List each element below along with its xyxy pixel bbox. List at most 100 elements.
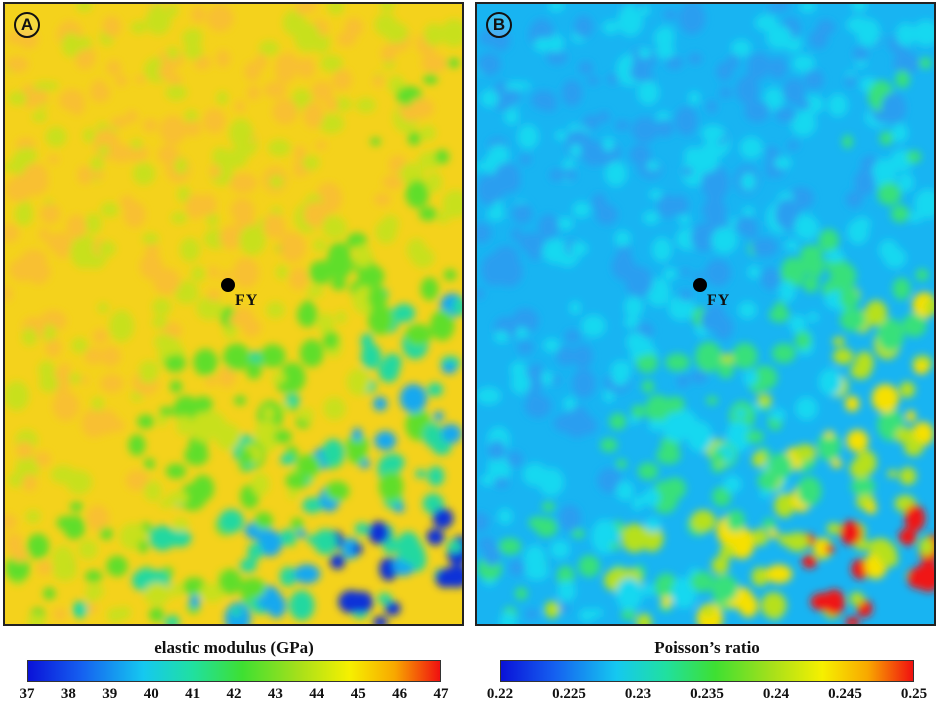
map-texture-blob bbox=[611, 252, 636, 281]
colorbar-tick-label: 0.24 bbox=[762, 686, 790, 702]
map-texture-blob bbox=[93, 169, 105, 181]
well-marker-icon bbox=[693, 278, 707, 292]
map-texture-blob bbox=[47, 154, 60, 164]
map-texture-blob bbox=[145, 242, 160, 257]
map-texture-blob bbox=[511, 227, 522, 242]
map-texture-blob bbox=[700, 309, 718, 332]
map-texture-blob bbox=[825, 249, 845, 263]
map-texture-blob bbox=[915, 268, 929, 282]
map-texture-blob bbox=[209, 164, 221, 179]
map-texture-blob bbox=[512, 203, 533, 224]
map-texture-blob bbox=[768, 528, 779, 539]
map-texture-blob bbox=[830, 458, 843, 468]
map-texture-blob bbox=[118, 606, 131, 620]
map-texture-blob bbox=[100, 345, 121, 367]
map-texture-blob bbox=[170, 211, 188, 224]
map-texture-blob bbox=[508, 559, 525, 577]
map-texture-blob bbox=[711, 574, 739, 602]
map-texture-blob bbox=[648, 419, 665, 432]
map-texture-blob bbox=[614, 230, 631, 247]
map-texture-blob bbox=[711, 556, 729, 575]
map-texture-blob bbox=[379, 4, 395, 12]
map-texture-blob bbox=[297, 302, 318, 328]
map-texture-blob bbox=[337, 31, 357, 47]
colorbar-tick-label: 43 bbox=[267, 686, 283, 702]
map-texture-blob bbox=[144, 582, 171, 606]
map-texture-blob bbox=[430, 309, 455, 341]
map-texture-blob bbox=[757, 471, 779, 491]
map-texture-blob bbox=[840, 520, 862, 546]
map-texture-blob bbox=[878, 239, 899, 261]
map-texture-blob bbox=[665, 396, 685, 413]
map-texture-blob bbox=[706, 396, 719, 405]
map-texture-blob bbox=[290, 517, 304, 531]
map-texture-blob bbox=[854, 216, 871, 232]
map-texture-blob bbox=[695, 341, 723, 373]
map-texture-blob bbox=[434, 149, 450, 165]
map-texture-blob bbox=[752, 528, 768, 547]
map-texture-blob bbox=[578, 61, 594, 75]
map-texture-blob bbox=[668, 295, 695, 321]
map-texture-blob bbox=[611, 366, 629, 386]
map-texture-blob bbox=[690, 370, 708, 384]
map-texture-blob bbox=[844, 75, 857, 87]
map-texture-blob bbox=[621, 4, 638, 23]
map-texture-blob bbox=[170, 491, 189, 505]
map-texture-blob bbox=[353, 244, 373, 268]
map-texture-blob bbox=[555, 130, 567, 141]
map-texture-blob bbox=[607, 73, 618, 85]
map-texture-blob bbox=[427, 382, 444, 397]
map-texture-blob bbox=[505, 88, 521, 106]
map-texture-blob bbox=[25, 509, 41, 524]
map-texture-blob bbox=[313, 529, 338, 555]
map-texture-blob bbox=[865, 300, 888, 326]
map-texture-blob bbox=[229, 172, 258, 194]
map-texture-blob bbox=[520, 81, 531, 90]
map-texture-blob bbox=[312, 238, 327, 252]
map-texture-blob bbox=[768, 57, 788, 80]
map-texture-blob bbox=[173, 395, 200, 423]
map-texture-blob bbox=[614, 119, 630, 131]
map-texture-blob bbox=[572, 344, 593, 369]
map-texture-blob bbox=[855, 450, 877, 475]
map-texture-blob bbox=[302, 155, 320, 171]
map-texture-blob bbox=[53, 607, 67, 621]
map-texture-blob bbox=[484, 176, 498, 190]
map-texture-blob bbox=[706, 262, 724, 281]
map-texture-blob bbox=[767, 4, 780, 13]
map-texture-blob bbox=[710, 451, 726, 464]
map-texture-blob bbox=[346, 232, 368, 249]
map-texture-blob bbox=[119, 195, 135, 210]
map-texture-blob bbox=[636, 613, 652, 624]
map-texture-blob bbox=[754, 14, 778, 32]
map-texture-blob bbox=[804, 69, 824, 90]
map-texture-blob bbox=[553, 414, 580, 433]
map-texture-blob bbox=[222, 149, 248, 168]
map-texture-blob bbox=[109, 310, 134, 342]
map-texture-blob bbox=[827, 93, 848, 117]
map-texture-blob bbox=[124, 144, 149, 162]
map-texture-blob bbox=[824, 430, 835, 439]
map-texture-blob bbox=[510, 361, 527, 380]
map-texture-blob bbox=[399, 162, 425, 186]
map-texture-blob bbox=[335, 310, 347, 324]
map-texture-blob bbox=[43, 587, 56, 600]
map-texture-blob bbox=[295, 4, 308, 16]
map-texture-blob bbox=[626, 332, 647, 353]
map-texture-blob bbox=[519, 232, 545, 253]
map-texture-blob bbox=[154, 333, 175, 351]
map-texture-blob bbox=[480, 89, 499, 108]
map-texture-blob bbox=[621, 523, 648, 553]
map-texture-blob bbox=[756, 394, 772, 406]
map-texture-blob bbox=[495, 256, 523, 287]
map-texture-blob bbox=[137, 539, 149, 554]
map-texture-blob bbox=[751, 567, 769, 587]
well-label: FY bbox=[707, 292, 731, 309]
map-texture-blob bbox=[166, 4, 179, 17]
map-texture-blob bbox=[33, 88, 49, 106]
map-texture-blob bbox=[263, 213, 286, 239]
map-texture-blob bbox=[719, 544, 735, 560]
map-texture-blob bbox=[918, 537, 934, 556]
map-texture-blob bbox=[542, 238, 570, 264]
map-texture-blob bbox=[854, 539, 870, 551]
